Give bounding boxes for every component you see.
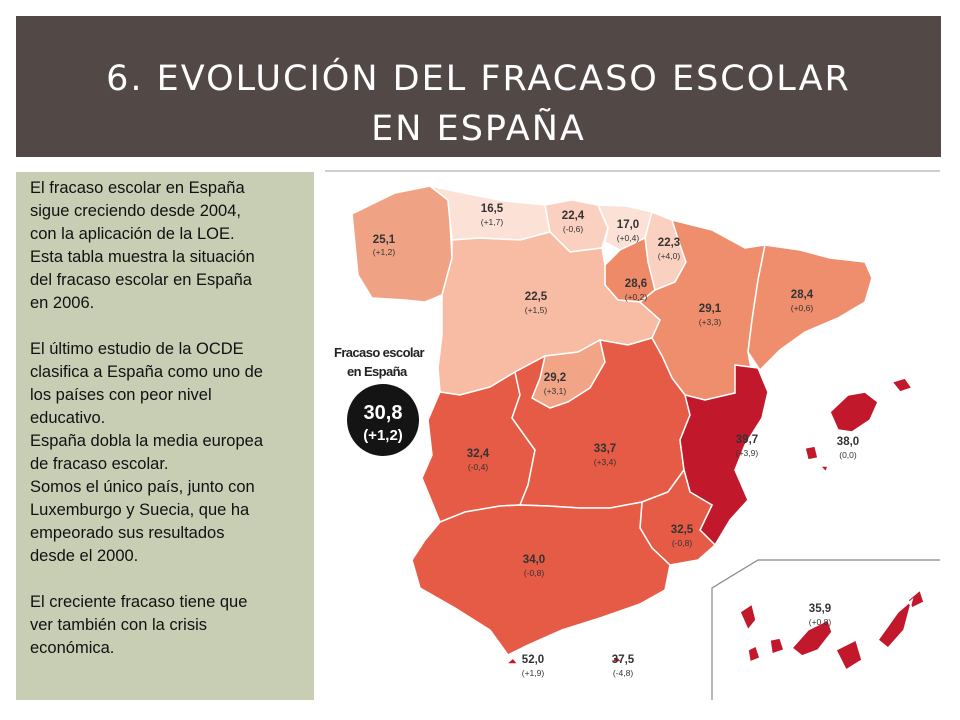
- slide-title-line2: EN ESPAÑA: [371, 109, 586, 149]
- label-murcia-change: (-0,8): [672, 538, 692, 548]
- label-extremadura-value: 32,4: [467, 448, 490, 460]
- label-cataluna-value: 28,4: [791, 289, 814, 301]
- label-cantabria-value: 22,4: [562, 210, 585, 222]
- label-baleares: 38,0 (0,0): [837, 436, 859, 460]
- label-ceuta-value: 52,0: [522, 654, 544, 666]
- label-canarias-change: (+0,8): [809, 617, 832, 627]
- label-castilla-la-mancha-change: (+3,4): [594, 457, 617, 467]
- label-la-rioja-change: (+0,2): [625, 292, 648, 302]
- label-asturias-change: (+1,7): [481, 217, 504, 227]
- label-extremadura: 32,4 (-0,4): [467, 448, 490, 472]
- label-murcia: 32,5 (-0,8): [671, 524, 694, 548]
- canarias-inset-border: [711, 559, 940, 700]
- label-andalucia: 34,0 (-0,8): [523, 554, 545, 578]
- label-castilla-la-mancha: 33,7 (+3,4): [594, 443, 617, 467]
- label-aragon-value: 29,1: [699, 303, 722, 315]
- label-madrid-value: 29,2: [544, 372, 566, 384]
- sidebar-paragraph: El creciente fracaso tiene que ver tambi…: [30, 593, 248, 657]
- label-canarias-value: 35,9: [809, 603, 831, 615]
- label-navarra: 22,3 (+4,0): [658, 237, 681, 261]
- legend-title-line1: Fracaso escolar: [334, 345, 425, 360]
- label-murcia-value: 32,5: [671, 524, 694, 536]
- label-pais-vasco: 17,0 (+0,4): [617, 219, 640, 243]
- legend-change: (+1,2): [363, 427, 403, 444]
- label-galicia-change: (+1,2): [373, 247, 396, 257]
- label-castilla-y-leon-change: (+1,5): [525, 305, 548, 315]
- map-legend: Fracaso escolar en España 30,8 (+1,2): [334, 345, 425, 456]
- region-baleares[interactable]: [804, 377, 914, 474]
- label-castilla-y-leon: 22,5 (+1,5): [525, 291, 548, 315]
- region-ceuta[interactable]: [503, 656, 520, 665]
- label-extremadura-change: (-0,4): [468, 462, 488, 472]
- sidebar-paragraph: El fracaso escolar en España sigue creci…: [30, 179, 255, 312]
- label-pais-vasco-value: 17,0: [617, 219, 639, 231]
- legend-title-line2: en España: [347, 364, 408, 379]
- slide-title: 6. EVOLUCIÓN DEL FRACASO ESCOLAR EN ESPA…: [16, 54, 941, 154]
- title-band: 6. EVOLUCIÓN DEL FRACASO ESCOLAR EN ESPA…: [16, 16, 941, 157]
- label-melilla-change: (-4,8): [613, 668, 633, 678]
- label-madrid-change: (+3,1): [544, 386, 567, 396]
- label-castilla-la-mancha-value: 33,7: [594, 443, 616, 455]
- label-aragon-change: (+3,3): [699, 317, 722, 327]
- label-comunidad-valenciana-change: (+3,9): [736, 448, 759, 458]
- sidebar-text: El fracaso escolar en España sigue creci…: [30, 177, 320, 683]
- legend-value: 30,8: [364, 402, 403, 424]
- label-madrid: 29,2 (+3,1): [544, 372, 567, 396]
- region-extremadura[interactable]: [421, 370, 536, 523]
- label-baleares-change: (0,0): [839, 450, 857, 460]
- region-melilla[interactable]: [609, 654, 624, 663]
- label-ceuta-change: (+1,9): [522, 668, 545, 678]
- region-cataluna[interactable]: [747, 244, 873, 372]
- slide-title-line1: 6. EVOLUCIÓN DEL FRACASO ESCOLAR: [106, 59, 851, 99]
- region-andalucia[interactable]: [411, 501, 671, 656]
- label-asturias: 16,5 (+1,7): [481, 203, 504, 227]
- label-cantabria-change: (-0,6): [563, 224, 583, 234]
- region-canarias[interactable]: [739, 588, 925, 672]
- label-galicia: 25,1 (+1,2): [373, 234, 396, 257]
- label-la-rioja: 28,6 (+0,2): [625, 278, 648, 302]
- label-melilla-value: 37,5: [612, 654, 635, 666]
- label-melilla: 37,5 (-4,8): [612, 654, 635, 678]
- label-asturias-value: 16,5: [481, 203, 504, 215]
- label-la-rioja-value: 28,6: [625, 278, 647, 290]
- label-comunidad-valenciana-value: 39,7: [736, 434, 758, 446]
- label-cataluna: 28,4 (+0,6): [791, 289, 814, 313]
- label-navarra-value: 22,3: [658, 237, 680, 249]
- label-andalucia-value: 34,0: [523, 554, 545, 566]
- label-navarra-change: (+4,0): [658, 251, 681, 261]
- label-cantabria: 22,4 (-0,6): [562, 210, 585, 234]
- sidebar-paragraph: El último estudio de la OCDE clasifica a…: [30, 340, 264, 565]
- label-canarias: 35,9 (+0,8): [809, 603, 832, 627]
- label-baleares-value: 38,0: [837, 436, 859, 448]
- label-aragon: 29,1 (+3,3): [699, 303, 722, 327]
- label-pais-vasco-change: (+0,4): [617, 233, 640, 243]
- label-comunidad-valenciana: 39,7 (+3,9): [736, 434, 759, 458]
- legend-badge: [347, 384, 419, 456]
- label-cataluna-change: (+0,6): [791, 303, 814, 313]
- label-galicia-value: 25,1: [373, 234, 396, 246]
- spain-map: 25,1 (+1,2) 16,5 (+1,7) 22,4 (-0,6) 17,0…: [325, 168, 942, 700]
- label-ceuta: 52,0 (+1,9): [522, 654, 545, 678]
- label-castilla-y-leon-value: 22,5: [525, 291, 548, 303]
- sidebar-panel: El fracaso escolar en España sigue creci…: [16, 172, 314, 700]
- label-andalucia-change: (-0,8): [524, 568, 544, 578]
